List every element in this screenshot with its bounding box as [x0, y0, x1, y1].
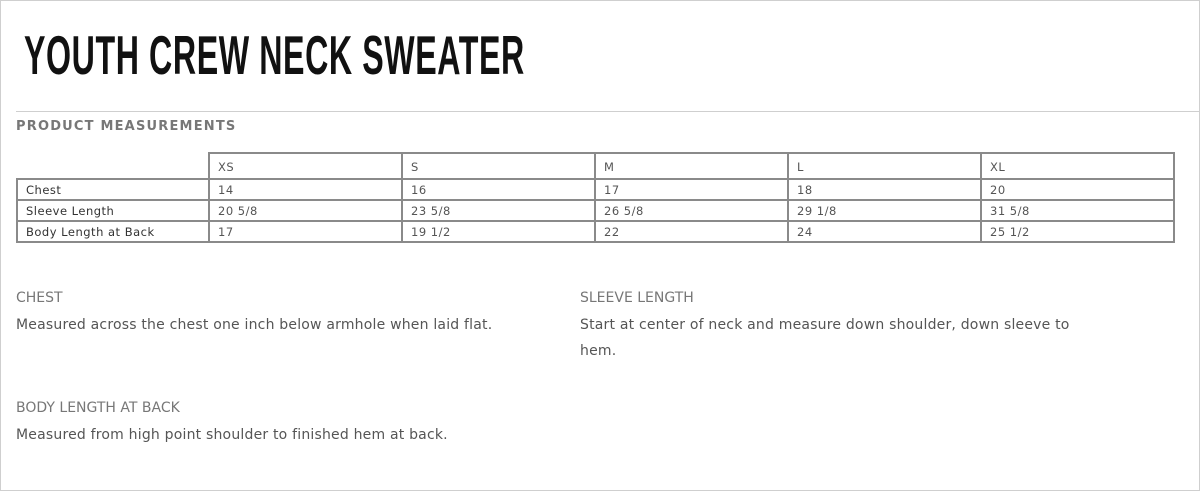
size-header: XL	[980, 152, 1175, 180]
body-length-description: Measured from high point shoulder to fin…	[16, 427, 448, 443]
table-row: Sleeve Length 20 5/8 23 5/8 26 5/8 29 1/…	[16, 199, 1175, 222]
section-title: PRODUCT MEASUREMENTS	[16, 119, 237, 134]
table-cell: 26 5/8	[594, 199, 789, 222]
divider	[16, 111, 1199, 112]
row-label: Body Length at Back	[16, 220, 210, 243]
measurements-table: XS S M L XL Chest 14 16 17 18 20 Sleeve …	[16, 152, 1175, 243]
table-cell: 20 5/8	[208, 199, 403, 222]
page-title: YOUTH CREW NECK SWEATER	[24, 24, 525, 86]
size-header: M	[594, 152, 789, 180]
table-row: Chest 14 16 17 18 20	[16, 178, 1175, 201]
row-label: Sleeve Length	[16, 199, 210, 222]
table-cell: 17	[594, 178, 789, 201]
table-cell: 29 1/8	[787, 199, 982, 222]
sleeve-length-description: Start at center of neck and measure down…	[580, 317, 1070, 359]
table-cell: 18	[787, 178, 982, 201]
table-cell: 25 1/2	[980, 220, 1175, 243]
table-cell: 31 5/8	[980, 199, 1175, 222]
table-cell: 24	[787, 220, 982, 243]
size-header: S	[401, 152, 596, 180]
sleeve-length-heading: SLEEVE LENGTH	[580, 290, 694, 306]
table-cell: 19 1/2	[401, 220, 596, 243]
body-length-heading: BODY LENGTH AT BACK	[16, 400, 180, 416]
table-cell: 20	[980, 178, 1175, 201]
table-cell: 16	[401, 178, 596, 201]
size-header: L	[787, 152, 982, 180]
table-header-row: XS S M L XL	[17, 152, 1175, 180]
table-cell: 22	[594, 220, 789, 243]
table-cell: 14	[208, 178, 403, 201]
chest-description: Measured across the chest one inch below…	[16, 317, 493, 333]
table-row: Body Length at Back 17 19 1/2 22 24 25 1…	[16, 220, 1175, 243]
chest-heading: CHEST	[16, 290, 63, 306]
header-blank-cell	[17, 153, 209, 180]
row-label: Chest	[16, 178, 210, 201]
size-header: XS	[208, 152, 403, 180]
table-cell: 23 5/8	[401, 199, 596, 222]
table-cell: 17	[208, 220, 403, 243]
